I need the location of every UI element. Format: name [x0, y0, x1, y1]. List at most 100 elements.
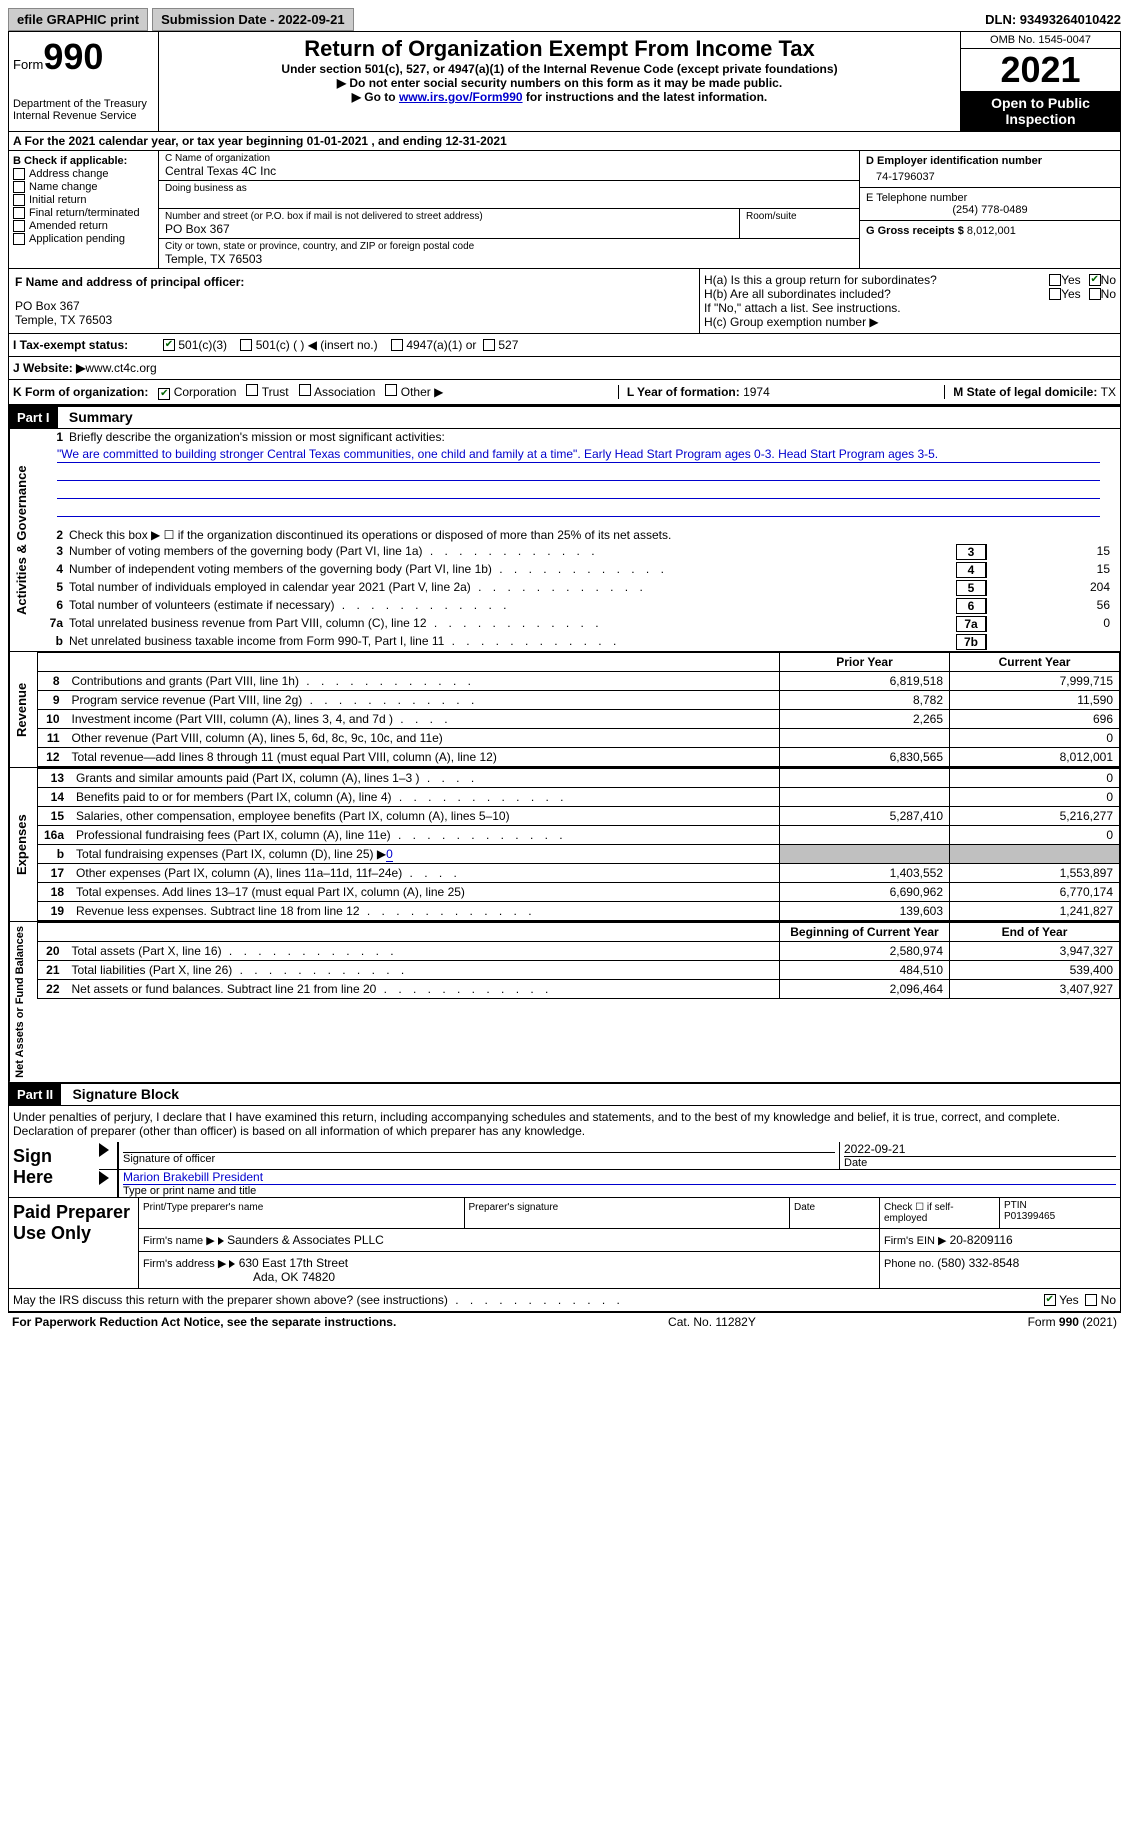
discuss-yes[interactable] [1044, 1294, 1056, 1306]
n20-num: 20 [38, 942, 66, 961]
e13-text: Grants and similar amounts paid (Part IX… [70, 769, 779, 788]
ha-no[interactable] [1089, 274, 1101, 286]
check-527[interactable] [483, 339, 495, 351]
l6-val: 56 [986, 598, 1116, 614]
l6-text: Total number of volunteers (estimate if … [69, 598, 952, 614]
r10-text: Investment income (Part VIII, column (A)… [66, 710, 780, 729]
label-application: Application pending [29, 233, 125, 245]
hb-note: If "No," attach a list. See instructions… [704, 301, 1116, 315]
e15-cy: 5,216,277 [950, 807, 1120, 826]
form-title: Return of Organization Exempt From Incom… [163, 36, 956, 62]
n22-py: 2,096,464 [780, 980, 950, 999]
r10-num: 10 [38, 710, 66, 729]
r9-cy: 11,590 [950, 691, 1120, 710]
r11-cy: 0 [950, 729, 1120, 748]
firm-name: Saunders & Associates PLLC [227, 1233, 384, 1247]
ptin-val: P01399465 [1004, 1211, 1116, 1222]
korg-label: K Form of organization: [13, 385, 148, 399]
arrow-icon-3 [218, 1237, 224, 1245]
check-assoc[interactable] [299, 384, 311, 396]
e17-py: 1,403,552 [780, 864, 950, 883]
prep-name-label: Print/Type preparer's name [139, 1198, 465, 1228]
form-right: OMB No. 1545-0047 2021 Open to Public In… [960, 32, 1120, 131]
check-address[interactable] [13, 168, 25, 180]
l4-text: Number of independent voting members of … [69, 562, 952, 578]
city-val: Temple, TX 76503 [165, 252, 853, 266]
phone-val: (254) 778-0489 [866, 204, 1114, 216]
revenue-table: Prior YearCurrent Year 8Contributions an… [37, 652, 1120, 767]
street-label: Number and street (or P.O. box if mail i… [165, 211, 733, 222]
irs-link[interactable]: www.irs.gov/Form990 [399, 90, 523, 104]
check-other[interactable] [385, 384, 397, 396]
expenses-table: 13Grants and similar amounts paid (Part … [37, 768, 1120, 921]
officer-addr2: Temple, TX 76503 [15, 313, 693, 327]
efile-button[interactable]: efile GRAPHIC print [8, 8, 148, 31]
netassets-table: Beginning of Current YearEnd of Year 20T… [37, 922, 1120, 999]
hb-yes[interactable] [1049, 288, 1061, 300]
r8-py: 6,819,518 [780, 672, 950, 691]
goto-pre: ▶ Go to [352, 90, 399, 104]
hb-no[interactable] [1089, 288, 1101, 300]
mission-text: "We are committed to building stronger C… [57, 447, 1100, 463]
submission-date-button[interactable]: Submission Date - 2022-09-21 [152, 8, 354, 31]
e15-text: Salaries, other compensation, employee b… [70, 807, 779, 826]
goto-line: ▶ Go to www.irs.gov/Form990 for instruct… [163, 90, 956, 104]
check-amended[interactable] [13, 220, 25, 232]
label-other: Other ▶ [401, 385, 444, 399]
e16a-text: Professional fundraising fees (Part IX, … [70, 826, 779, 845]
r12-text: Total revenue—add lines 8 through 11 (mu… [66, 748, 780, 767]
label-assoc: Association [314, 385, 375, 399]
l3-val: 15 [986, 544, 1116, 560]
check-name[interactable] [13, 181, 25, 193]
dept-treasury: Department of the Treasury [13, 98, 154, 110]
n21-cy: 539,400 [950, 961, 1120, 980]
footer-cat: Cat. No. 11282Y [668, 1315, 756, 1329]
check-corp[interactable] [158, 388, 170, 400]
check-501c3[interactable] [163, 339, 175, 351]
e18-text: Total expenses. Add lines 13–17 (must eq… [70, 883, 779, 902]
discuss-no[interactable] [1085, 1294, 1097, 1306]
check-trust[interactable] [246, 384, 258, 396]
hdr-end: End of Year [950, 923, 1120, 942]
form-subtitle: Under section 501(c), 527, or 4947(a)(1)… [163, 62, 956, 76]
r12-cy: 8,012,001 [950, 748, 1120, 767]
firm-ein: 20-8209116 [950, 1233, 1013, 1247]
check-app[interactable] [13, 233, 25, 245]
mission-line3 [57, 483, 1100, 499]
form-left: Form990 Department of the Treasury Inter… [9, 32, 159, 131]
check-final[interactable] [13, 207, 25, 219]
dba-label: Doing business as [165, 183, 853, 194]
sign-here-label: Sign Here [9, 1142, 99, 1197]
mission-line2 [57, 465, 1100, 481]
hb-label: H(b) Are all subordinates included? [704, 287, 1049, 301]
dln: DLN: 93493264010422 [985, 12, 1121, 27]
l-label: L Year of formation: [627, 385, 743, 399]
e18-cy: 6,770,174 [950, 883, 1120, 902]
street-val: PO Box 367 [165, 222, 733, 236]
side-netassets: Net Assets or Fund Balances [9, 922, 37, 1082]
ha-yes[interactable] [1049, 274, 1061, 286]
e14-num: 14 [38, 788, 71, 807]
check-4947[interactable] [391, 339, 403, 351]
form-center: Return of Organization Exempt From Incom… [159, 32, 960, 131]
e16b-lbl: Total fundraising expenses (Part IX, col… [76, 847, 386, 861]
label-527: 527 [498, 338, 518, 352]
n20-text: Total assets (Part X, line 16) [66, 942, 780, 961]
check-501c[interactable] [240, 339, 252, 351]
discuss-yes-label: Yes [1059, 1293, 1079, 1307]
label-address-change: Address change [29, 168, 109, 180]
col-b-checks: B Check if applicable: Address change Na… [9, 151, 159, 268]
preparer-label: Paid Preparer Use Only [9, 1198, 139, 1288]
e14-cy: 0 [950, 788, 1120, 807]
l7a-val: 0 [986, 616, 1116, 632]
r10-cy: 696 [950, 710, 1120, 729]
r8-num: 8 [38, 672, 66, 691]
e16b-text: Total fundraising expenses (Part IX, col… [70, 845, 779, 864]
sig-officer-label: Signature of officer [123, 1152, 835, 1165]
l3-text: Number of voting members of the governin… [69, 544, 952, 560]
label-501c: 501(c) ( ) ◀ (insert no.) [256, 338, 378, 352]
l2-text: Check this box ▶ ☐ if the organization d… [69, 528, 1116, 542]
status-label: I Tax-exempt status: [13, 338, 163, 352]
check-initial[interactable] [13, 194, 25, 206]
e18-py: 6,690,962 [780, 883, 950, 902]
